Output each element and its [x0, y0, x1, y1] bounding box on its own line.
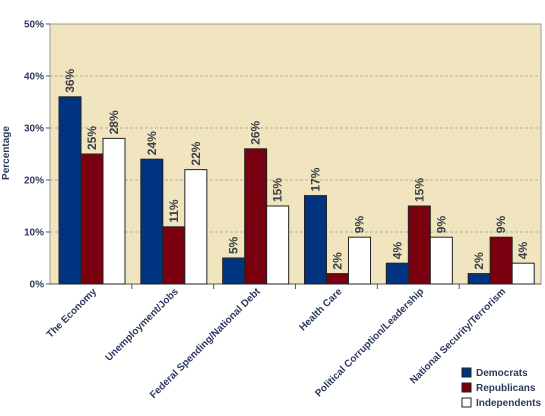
bar-democrats-4	[304, 195, 327, 285]
x-category-label: Unemployment/Jobs	[104, 286, 182, 364]
data-label: 24%	[145, 131, 159, 155]
bar-republicans-3	[244, 148, 268, 285]
bar-republicans-4	[326, 273, 349, 285]
y-axis-title: Percentage	[1, 126, 12, 180]
legend-swatch-independents	[461, 397, 472, 408]
bar-independents-4	[348, 236, 371, 285]
data-label: 25%	[85, 126, 99, 150]
data-label: 2%	[472, 252, 486, 270]
bar-democrats-6	[467, 273, 491, 285]
bar-independents-5	[429, 236, 453, 285]
bar-independents-3	[266, 205, 290, 285]
data-label: 15%	[412, 178, 426, 202]
bar-independents-6	[511, 262, 535, 285]
plot-area	[49, 23, 542, 285]
legend-label-independents: Independents	[476, 398, 541, 409]
x-category-label: The Economy	[45, 286, 99, 340]
data-label: 17%	[309, 167, 323, 191]
data-label: 4%	[516, 242, 530, 260]
data-label: 22%	[189, 141, 203, 165]
legend-swatch-democrats	[461, 367, 472, 378]
data-label: 28%	[107, 110, 121, 134]
bar-republicans-1	[80, 153, 104, 285]
data-label: 9%	[494, 216, 508, 234]
data-label: 11%	[167, 199, 181, 223]
bar-democrats-1	[58, 96, 82, 285]
bar-republicans-2	[162, 226, 186, 285]
y-tick-label: 0%	[30, 280, 45, 291]
data-label: 26%	[249, 120, 263, 144]
data-label: 5%	[227, 236, 241, 254]
y-tick-label: 50%	[24, 20, 44, 31]
data-label: 15%	[271, 178, 285, 202]
legend-label-democrats: Democrats	[476, 368, 528, 379]
data-label: 2%	[331, 252, 345, 270]
bar-independents-1	[102, 137, 126, 285]
y-tick-label: 40%	[24, 72, 44, 83]
legend-label-republicans: Republicans	[476, 383, 536, 394]
data-label: 9%	[434, 216, 448, 234]
y-tick-label: 30%	[24, 124, 44, 135]
bar-democrats-3	[222, 257, 246, 285]
bar-independents-2	[184, 169, 208, 285]
data-label: 36%	[63, 68, 77, 92]
x-category-label: Health Care	[297, 286, 344, 333]
bar-republicans-5	[407, 205, 431, 285]
data-label: 4%	[390, 242, 404, 260]
data-label: 9%	[353, 216, 367, 234]
y-tick-label: 10%	[24, 228, 44, 239]
bar-republicans-6	[489, 236, 513, 285]
y-tick-label: 20%	[24, 176, 44, 187]
legend-swatch-republicans	[461, 382, 472, 393]
bar-democrats-5	[385, 262, 409, 285]
bar-democrats-2	[140, 158, 164, 285]
